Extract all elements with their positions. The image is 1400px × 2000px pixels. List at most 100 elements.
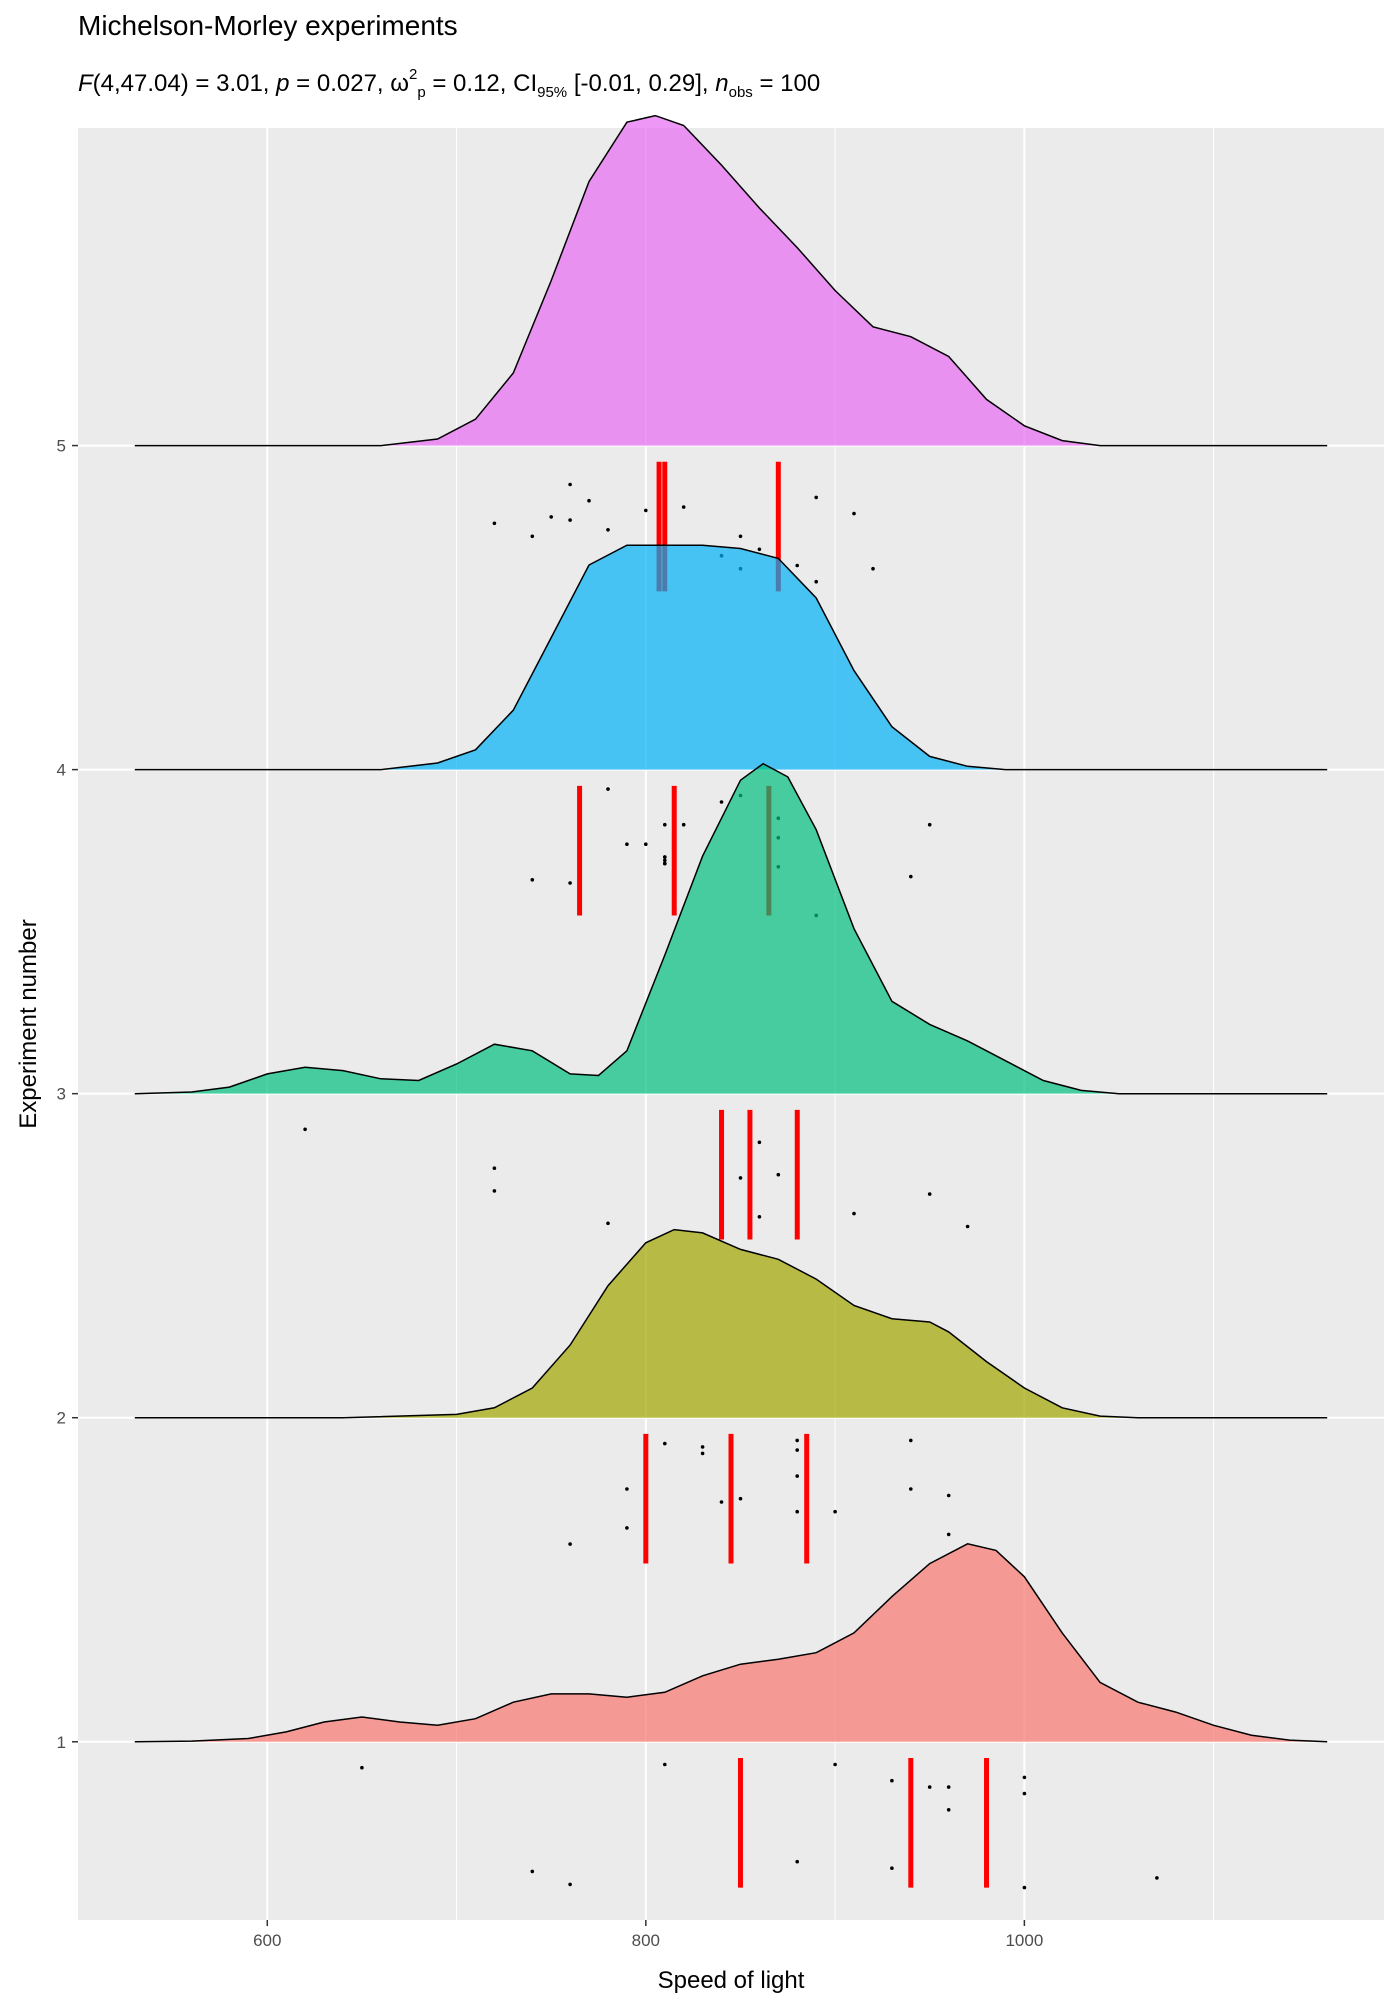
data-point — [738, 1176, 743, 1180]
n-symbol: n — [715, 70, 729, 97]
y-tick-label: 5 — [57, 437, 66, 456]
y-tick-label: 4 — [57, 761, 66, 780]
data-point — [1022, 1791, 1027, 1796]
ci-symbol: CI — [513, 70, 538, 97]
data-point — [757, 1215, 762, 1219]
data-point — [568, 1882, 572, 1887]
data-point — [568, 518, 572, 522]
data-point — [360, 1765, 364, 1770]
data-point — [681, 505, 686, 509]
data-point — [549, 515, 553, 519]
data-point — [663, 1762, 667, 1767]
data-point — [663, 1441, 667, 1446]
data-point — [927, 1192, 932, 1196]
y-tick-label: 3 — [57, 1085, 66, 1104]
data-point — [738, 1496, 743, 1501]
data-point — [663, 822, 667, 827]
data-point — [606, 528, 610, 532]
data-point — [530, 534, 535, 539]
data-point — [795, 1509, 799, 1514]
ridge-experiment-1 — [134, 1543, 1328, 1890]
data-point — [795, 563, 799, 568]
data-point — [927, 822, 932, 827]
data-point — [700, 1451, 705, 1456]
density-area-1 — [134, 1543, 1328, 1742]
n-value: = 100 — [759, 70, 821, 97]
data-point — [852, 511, 856, 516]
ci-sub: 95% — [537, 84, 568, 101]
data-point — [871, 566, 875, 571]
axes: 600 800 1000 1 2 3 4 5 — [57, 437, 1044, 1950]
data-point — [795, 1859, 799, 1864]
data-point — [795, 1448, 799, 1452]
data-point — [303, 1127, 307, 1132]
data-point — [492, 1189, 497, 1193]
data-point — [738, 534, 743, 539]
data-point — [568, 482, 572, 487]
ridges — [134, 114, 1328, 1890]
x-tick-label: 800 — [632, 1931, 660, 1950]
y-tick-label: 2 — [57, 1409, 66, 1428]
data-point — [814, 579, 818, 584]
density-outline-3 — [134, 762, 1328, 1095]
n-sub: obs — [728, 84, 753, 101]
data-point — [814, 495, 818, 500]
x-axis-label: Speed of light — [658, 1967, 805, 1994]
data-point — [625, 1526, 629, 1530]
data-point — [890, 1778, 894, 1783]
data-point — [625, 1487, 629, 1491]
chart-subtitle: F(4,47.04) = 3.01, p = 0.027, ω2p = 0.12… — [78, 66, 820, 101]
omega-value: = 0.12, — [432, 70, 507, 97]
ridge-experiment-2 — [134, 1228, 1328, 1564]
y-tick-label: 1 — [57, 1733, 66, 1752]
data-point — [909, 874, 913, 879]
data-point — [757, 1140, 762, 1145]
p-value: = 0.027, — [296, 70, 384, 97]
data-point — [492, 521, 497, 526]
data-point — [606, 787, 610, 791]
omega-symbol: ω — [390, 70, 410, 97]
data-point — [492, 1166, 497, 1170]
data-point — [927, 1785, 932, 1789]
data-point — [757, 547, 762, 552]
density-outline-1 — [134, 1543, 1328, 1743]
data-point — [833, 1762, 837, 1767]
x-tick-label: 600 — [253, 1931, 281, 1950]
data-point — [700, 1445, 705, 1449]
density-outline-2 — [134, 1228, 1328, 1419]
data-point — [663, 855, 667, 859]
f-value: = 3.01, — [195, 70, 270, 97]
data-point — [530, 1869, 535, 1874]
density-area-2 — [134, 1229, 1328, 1418]
data-point — [946, 1808, 951, 1812]
omega-sup: 2 — [409, 66, 418, 83]
f-df: (4,47.04) — [92, 70, 189, 97]
data-point — [795, 1438, 799, 1443]
data-point — [681, 822, 686, 827]
density-area-3 — [134, 763, 1328, 1094]
data-point — [946, 1493, 951, 1498]
data-point — [833, 1509, 837, 1514]
chart-title: Michelson-Morley experiments — [78, 10, 458, 41]
data-point — [625, 842, 629, 846]
data-point — [644, 842, 648, 846]
data-point — [568, 881, 572, 885]
density-outline-5 — [134, 114, 1328, 447]
data-point — [1022, 1775, 1027, 1780]
data-point — [1155, 1876, 1159, 1880]
data-point — [776, 1172, 781, 1177]
data-point — [719, 1500, 724, 1504]
omega-sub: p — [417, 84, 426, 101]
data-point — [663, 861, 667, 866]
data-point — [795, 1474, 799, 1478]
p-symbol: p — [276, 70, 290, 97]
x-tick-label: 1000 — [1005, 1931, 1043, 1950]
data-point — [965, 1224, 970, 1229]
data-point — [719, 800, 724, 804]
data-point — [606, 1221, 610, 1226]
ridge-experiment-3 — [134, 762, 1328, 1240]
data-point — [530, 878, 535, 882]
data-point — [1022, 1885, 1027, 1890]
data-point — [568, 1542, 572, 1546]
